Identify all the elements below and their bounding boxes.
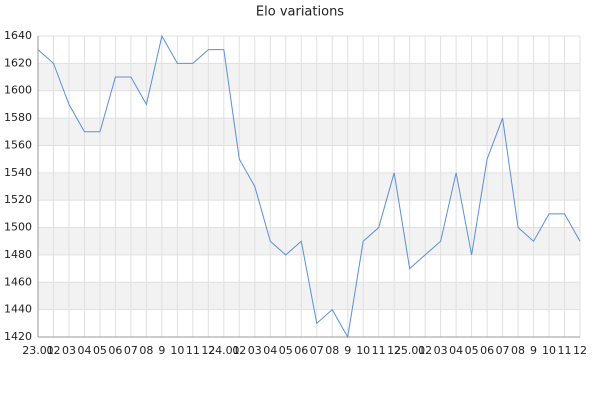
y-tick-label: 1500 (4, 221, 32, 234)
x-tick-label: 11 (372, 344, 386, 357)
x-tick-label: 08 (511, 344, 525, 357)
x-tick-label: 02 (232, 344, 246, 357)
x-tick-label: 12 (573, 344, 587, 357)
grid-band (38, 282, 580, 310)
x-tick-label: 07 (496, 344, 510, 357)
grid-band (38, 227, 580, 255)
x-tick-label: 11 (186, 344, 200, 357)
x-tick-label: 9 (530, 344, 537, 357)
y-tick-label: 1420 (4, 330, 32, 343)
x-tick-label: 11 (558, 344, 572, 357)
x-tick-label: 25.01 (394, 344, 426, 357)
x-tick-label: 07 (124, 344, 138, 357)
x-tick-label: 24.01 (208, 344, 240, 357)
grid-band (38, 172, 580, 201)
y-tick-label: 1560 (4, 138, 32, 151)
x-tick-label: 08 (325, 344, 339, 357)
x-tick-label: 05 (93, 344, 107, 357)
x-tick-label: 10 (170, 344, 184, 357)
x-tick-label: 02 (46, 344, 60, 357)
y-tick-label: 1620 (4, 56, 32, 69)
y-tick-label: 1580 (4, 111, 32, 124)
y-tick-label: 1540 (4, 166, 32, 179)
x-tick-label: 06 (294, 344, 308, 357)
x-tick-label: 07 (310, 344, 324, 357)
x-tick-label: 04 (77, 344, 91, 357)
data-line (37, 34, 581, 339)
y-tick-label: 1480 (4, 248, 32, 261)
x-tick-label: 9 (158, 344, 165, 357)
y-tick-label: 1640 (4, 29, 32, 42)
grid-band (38, 118, 580, 146)
x-tick-label: 05 (279, 344, 293, 357)
x-tick-label: 12 (201, 344, 215, 357)
x-tick-label: 03 (62, 344, 76, 357)
x-tick-label: 03 (434, 344, 448, 357)
x-tick-label: 06 (108, 344, 122, 357)
y-tick-label: 1600 (4, 84, 32, 97)
x-tick-label: 23.01 (22, 344, 54, 357)
x-tick-label: 10 (356, 344, 370, 357)
chart-title: Elo variations (256, 5, 344, 20)
y-tick-label: 1520 (4, 193, 32, 206)
y-tick-label: 1460 (4, 275, 32, 288)
x-tick-label: 03 (248, 344, 262, 357)
x-tick-label: 06 (480, 344, 494, 357)
x-tick-label: 08 (139, 344, 153, 357)
x-tick-label: 9 (344, 344, 351, 357)
x-tick-label: 12 (387, 344, 401, 357)
x-tick-label: 02 (418, 344, 432, 357)
x-tick-label: 10 (542, 344, 556, 357)
x-tick-label: 04 (449, 344, 463, 357)
x-tick-label: 05 (465, 344, 479, 357)
y-tick-label: 1440 (4, 303, 32, 316)
x-tick-label: 04 (263, 344, 277, 357)
